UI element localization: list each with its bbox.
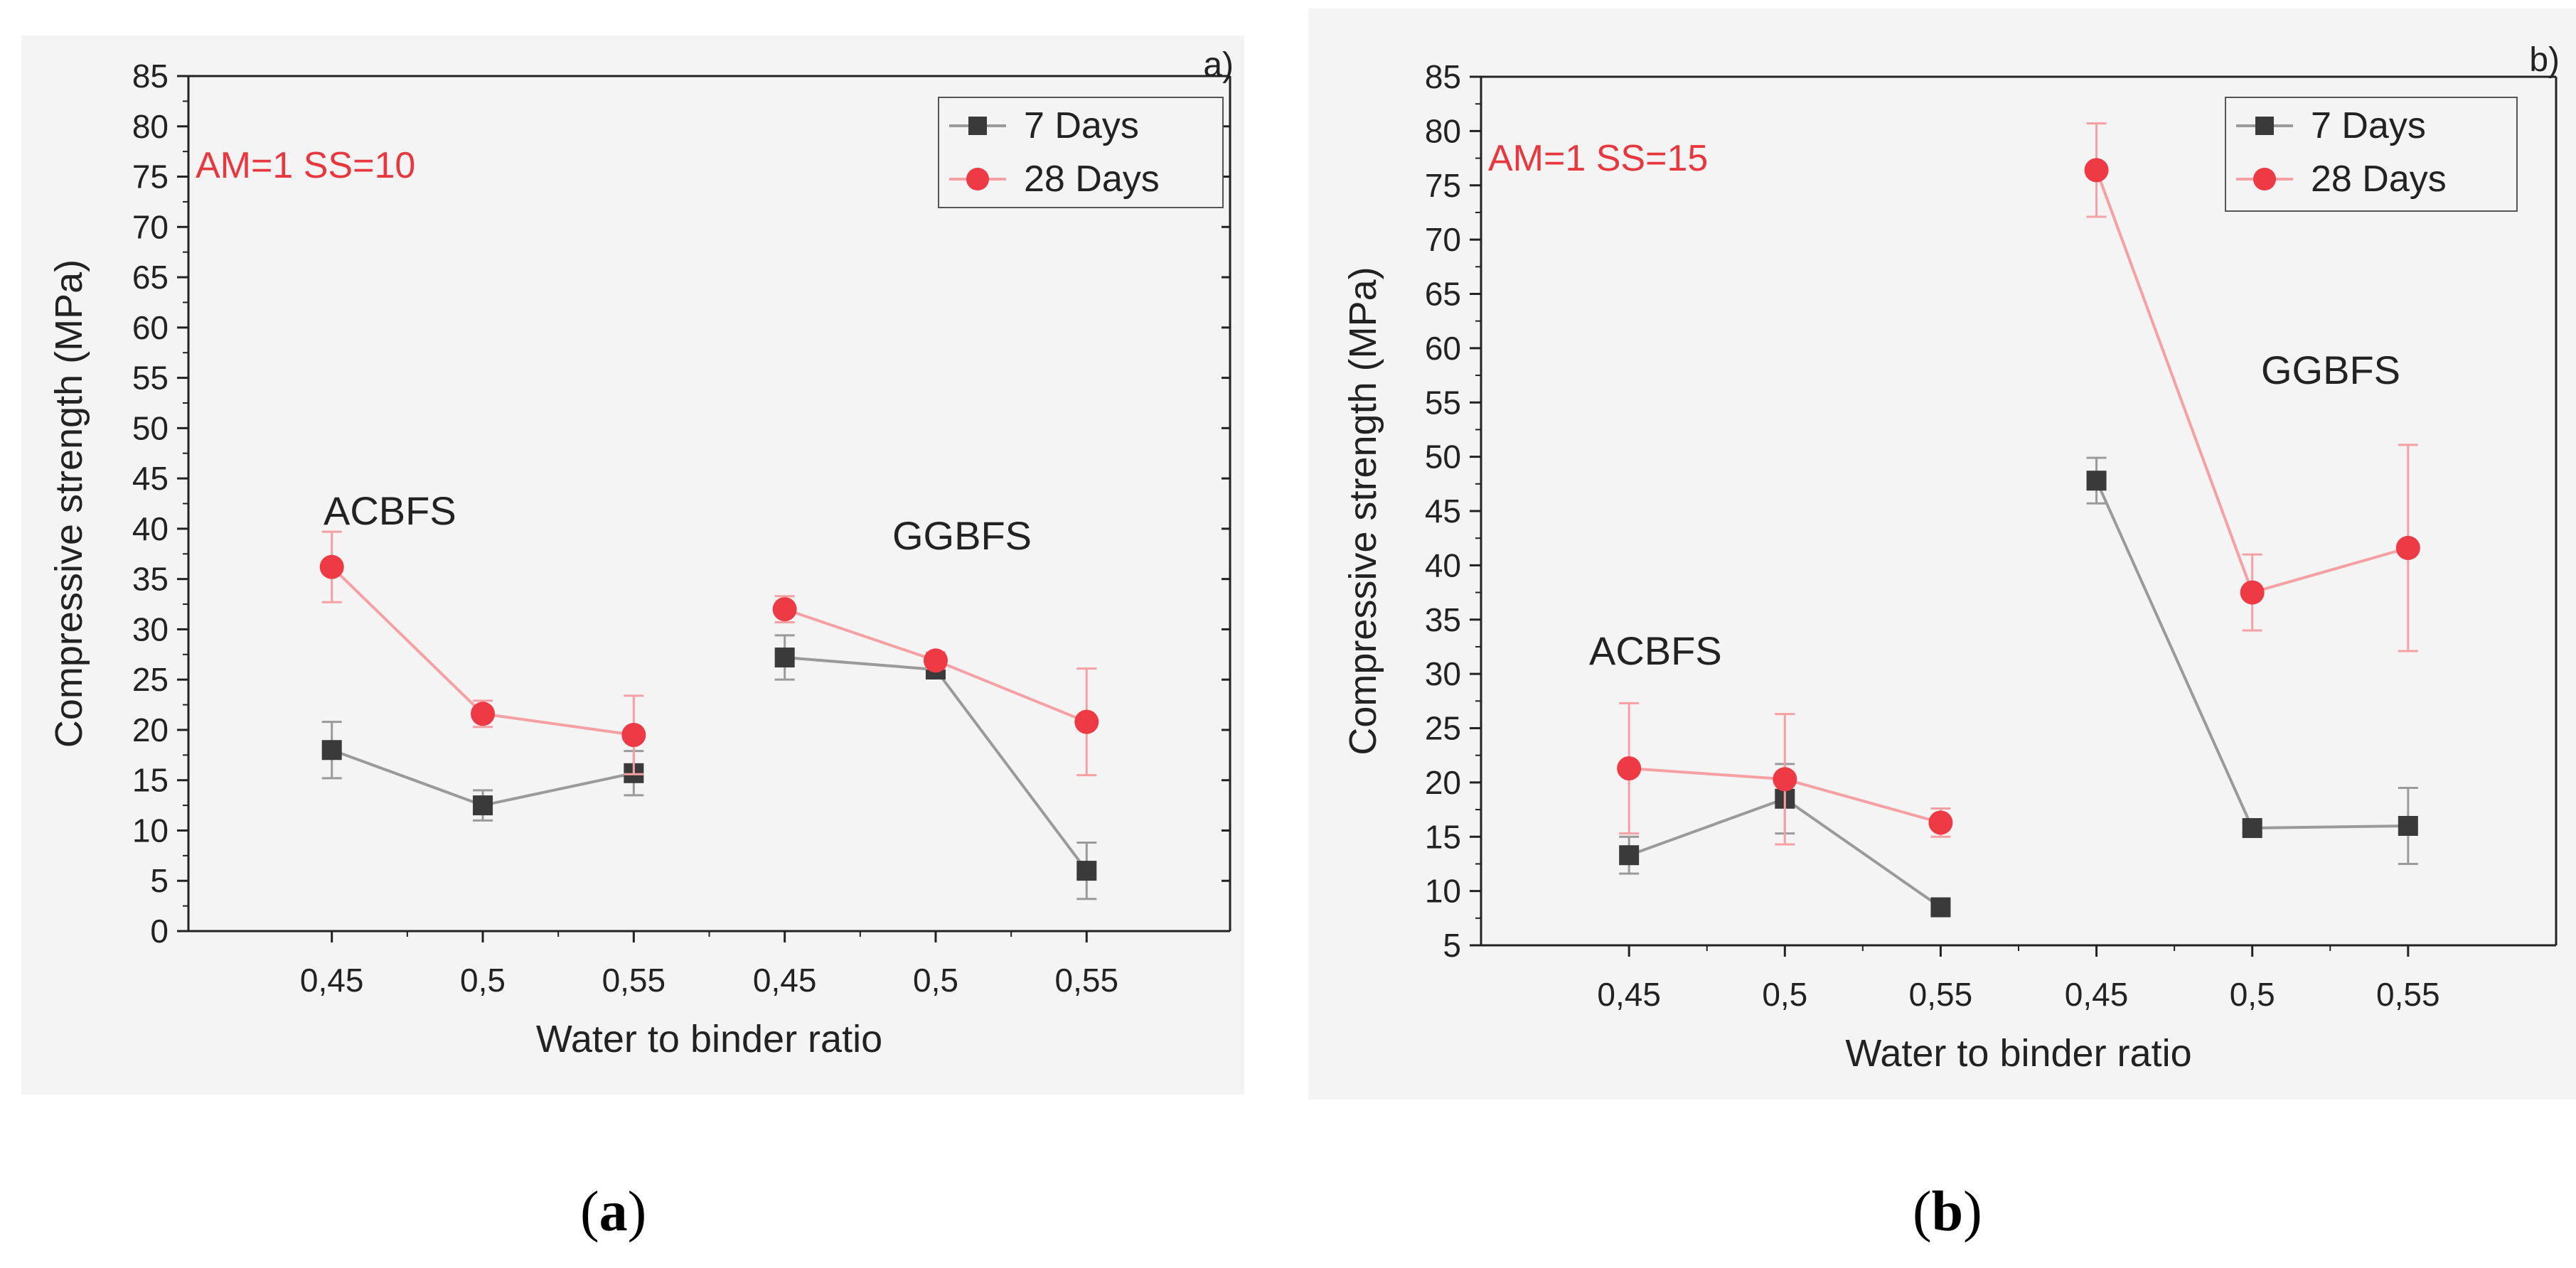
y-tick-label: 65 (1425, 276, 1461, 313)
data-point-28days (1928, 810, 1953, 835)
x-tick-label: 0,5 (1762, 976, 1807, 1013)
y-tick-label: 60 (1425, 330, 1461, 367)
legend-marker-square (2255, 117, 2274, 135)
legend-box (938, 97, 1224, 208)
y-tick-label: 45 (1425, 493, 1461, 530)
y-tick-label: 55 (1425, 384, 1461, 421)
y-tick-label: 10 (132, 812, 169, 849)
group-label: ACBFS (324, 488, 456, 533)
y-tick-label: 75 (132, 158, 169, 195)
group-label: GGBFS (892, 513, 1032, 558)
data-point-7days (2398, 815, 2418, 836)
group-label: ACBFS (1589, 628, 1722, 673)
x-tick-label: 0,55 (602, 962, 666, 999)
y-tick-label: 80 (132, 108, 169, 145)
data-point-28days (1773, 767, 1797, 792)
panel-label: a) (1203, 46, 1234, 84)
data-point-28days (2084, 158, 2109, 183)
series-line (2095, 480, 2408, 830)
y-tick-label: 15 (132, 762, 169, 799)
data-point-28days (621, 723, 646, 748)
legend-marker-square (968, 117, 987, 135)
y-tick-label: 70 (132, 208, 169, 245)
y-tick-label: 0 (150, 913, 169, 950)
data-point-7days (2242, 818, 2262, 839)
y-tick-label: 75 (1425, 167, 1461, 204)
y-tick-label: 25 (132, 661, 169, 698)
legend-label: 7 Days (2311, 105, 2426, 146)
data-point-7days (1619, 845, 1640, 866)
y-tick-label: 60 (132, 309, 169, 346)
x-tick-label: 0,45 (1597, 976, 1661, 1013)
data-point-28days (319, 554, 344, 579)
y-tick-label: 40 (132, 510, 169, 547)
y-tick-label: 15 (1425, 818, 1461, 855)
data-point-28days (923, 648, 948, 673)
x-tick-label: 0,5 (2230, 976, 2275, 1013)
group-label: GGBFS (2261, 348, 2400, 392)
y-tick-label: 30 (1425, 655, 1461, 692)
data-point-7days (321, 740, 342, 761)
x-axis-title: Water to binder ratio (1845, 1032, 2191, 1075)
y-tick-label: 85 (132, 58, 169, 95)
y-tick-label: 80 (1425, 112, 1461, 149)
y-tick-label: 55 (132, 360, 169, 397)
y-tick-label: 50 (132, 409, 169, 446)
data-point-7days (1930, 897, 1951, 918)
y-tick-label: 85 (1425, 58, 1461, 95)
data-point-7days (473, 795, 493, 816)
data-point-7days (2086, 471, 2107, 491)
y-tick-label: 25 (1425, 710, 1461, 747)
data-point-28days (1074, 709, 1099, 734)
y-tick-label: 35 (1425, 601, 1461, 638)
annotation-text: AM=1 SS=10 (196, 145, 415, 186)
x-axis-title: Water to binder ratio (536, 1018, 882, 1060)
x-tick-label: 0,5 (460, 962, 506, 999)
panel-a-background (21, 36, 1244, 1095)
x-tick-label: 0,55 (1909, 976, 1973, 1013)
data-point-7days (1076, 861, 1097, 881)
x-tick-label: 0,5 (913, 962, 958, 999)
y-tick-label: 40 (1425, 547, 1461, 584)
x-tick-label: 0,45 (753, 962, 817, 999)
y-tick-label: 35 (132, 561, 169, 598)
data-point-28days (2395, 535, 2420, 560)
y-tick-label: 45 (132, 460, 169, 497)
data-point-28days (471, 702, 496, 726)
y-axis-title: Compressive strength (MPa) (1342, 267, 1384, 755)
x-tick-label: 0,55 (1055, 962, 1119, 999)
legend-marker-circle (2253, 168, 2276, 190)
legend-label: 7 Days (1024, 105, 1139, 146)
x-tick-label: 0,55 (2376, 976, 2440, 1013)
caption-b: (b) (1913, 1181, 1982, 1243)
y-tick-label: 70 (1425, 221, 1461, 258)
legend-label: 28 Days (2311, 158, 2447, 200)
legend-box (2225, 97, 2518, 212)
y-tick-label: 5 (150, 862, 169, 899)
y-tick-label: 5 (1443, 927, 1461, 964)
legend-label: 28 Days (1024, 158, 1160, 200)
x-tick-label: 0,45 (2065, 976, 2129, 1013)
data-point-28days (1617, 756, 1642, 781)
data-point-28days (2240, 580, 2265, 605)
data-point-28days (772, 597, 797, 622)
y-axis-title: Compressive strength (MPa) (48, 259, 90, 748)
annotation-text: AM=1 SS=15 (1488, 138, 1708, 179)
y-tick-label: 50 (1425, 439, 1461, 476)
caption-a: (a) (580, 1181, 647, 1243)
y-tick-label: 20 (132, 711, 169, 748)
y-tick-label: 10 (1425, 873, 1461, 910)
x-tick-label: 0,45 (300, 962, 364, 999)
panel-label: b) (2529, 41, 2560, 79)
legend-marker-circle (966, 168, 989, 190)
y-tick-label: 65 (132, 259, 169, 296)
y-tick-label: 30 (132, 611, 169, 648)
y-tick-label: 20 (1425, 764, 1461, 801)
data-point-7days (774, 648, 795, 668)
